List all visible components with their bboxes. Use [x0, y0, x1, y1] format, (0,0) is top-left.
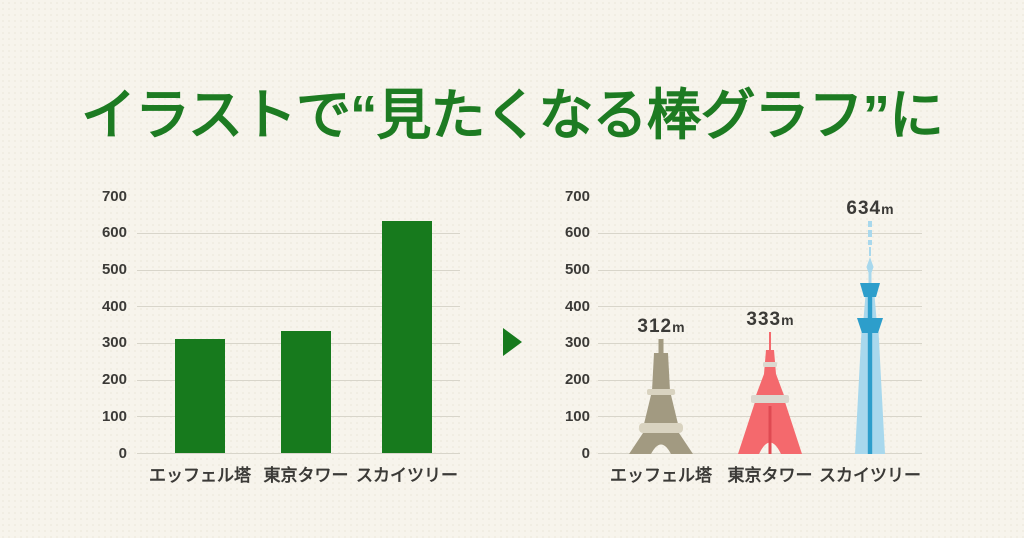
skytree-icon [845, 220, 895, 454]
tokyo-tower-icon [735, 331, 805, 454]
gridline [598, 306, 922, 308]
x-axis-category-label: 東京タワー [727, 466, 813, 485]
y-axis-tick-label: 600 [101, 224, 127, 242]
gridline [598, 379, 922, 381]
x-axis-category-label: スカイツリー [819, 466, 921, 485]
value-label: 312m [601, 315, 721, 337]
gridline [137, 232, 460, 234]
y-axis-tick-label: 100 [564, 407, 590, 425]
gridline [598, 269, 922, 271]
gridline [598, 342, 922, 344]
bar-3 [382, 220, 432, 454]
y-axis-tick-label: 700 [564, 187, 590, 205]
y-axis-tick-label: 700 [101, 187, 127, 205]
y-axis-tick-label: 400 [564, 297, 590, 315]
y-axis-tick-label: 600 [564, 224, 590, 242]
x-axis-category-label: スカイツリー [356, 466, 458, 485]
page-title: イラストで“見たくなる棒グラフ”に [81, 84, 944, 146]
y-axis-tick-label: 500 [101, 261, 127, 278]
y-axis-tick-label: 300 [101, 334, 127, 352]
bar-2 [281, 331, 331, 454]
bar-1 [175, 338, 225, 454]
gridline [137, 269, 460, 271]
value-unit: m [781, 311, 794, 328]
value-number: 333 [746, 308, 782, 330]
value-label: 634m [810, 197, 930, 219]
gridline [598, 453, 922, 454]
value-number: 312 [637, 315, 673, 337]
y-axis-tick-label: 200 [101, 371, 127, 389]
y-axis-tick-label: 0 [118, 444, 127, 462]
gridline [137, 453, 460, 454]
x-axis-category-label: エッフェル塔 [149, 466, 251, 485]
transform-arrow-icon [503, 328, 522, 356]
x-axis-category-label: エッフェル塔 [610, 466, 712, 485]
y-axis-tick-label: 200 [564, 371, 590, 389]
x-axis-category-label: 東京タワー [263, 466, 349, 485]
eiffel-tower-icon [621, 338, 701, 454]
y-axis-tick-label: 300 [564, 334, 590, 352]
value-unit: m [672, 318, 685, 335]
value-label: 333m [710, 308, 830, 330]
y-axis-tick-label: 0 [581, 444, 590, 462]
y-axis-tick-label: 100 [101, 407, 127, 425]
gridline [598, 232, 922, 234]
value-unit: m [881, 200, 894, 217]
y-axis-tick-label: 400 [101, 297, 127, 315]
gridline [137, 306, 460, 308]
value-number: 634 [846, 197, 882, 219]
y-axis-tick-label: 500 [564, 261, 590, 278]
